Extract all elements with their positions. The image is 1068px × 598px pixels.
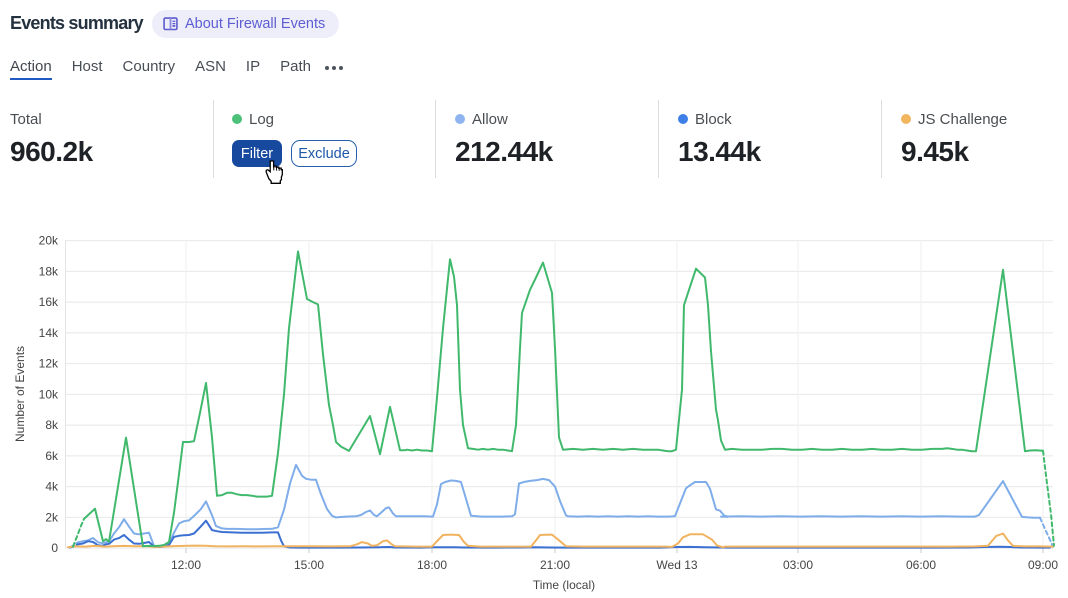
- svg-text:12k: 12k: [39, 357, 59, 371]
- svg-text:14k: 14k: [39, 326, 59, 340]
- svg-text:Wed 13: Wed 13: [656, 558, 697, 572]
- svg-text:16k: 16k: [39, 295, 59, 309]
- svg-text:03:00: 03:00: [783, 558, 813, 572]
- svg-text:10k: 10k: [39, 387, 59, 401]
- svg-text:06:00: 06:00: [906, 558, 936, 572]
- svg-text:Number of Events: Number of Events: [13, 346, 27, 442]
- svg-text:6k: 6k: [45, 449, 59, 463]
- svg-text:8k: 8k: [45, 418, 59, 432]
- svg-text:0: 0: [51, 541, 58, 555]
- svg-text:09:00: 09:00: [1028, 558, 1058, 572]
- svg-text:21:00: 21:00: [540, 558, 570, 572]
- svg-text:15:00: 15:00: [294, 558, 324, 572]
- svg-text:18k: 18k: [39, 264, 59, 278]
- svg-text:12:00: 12:00: [171, 558, 201, 572]
- svg-text:2k: 2k: [45, 510, 59, 524]
- svg-text:18:00: 18:00: [417, 558, 447, 572]
- svg-text:4k: 4k: [45, 480, 59, 494]
- svg-text:Time (local): Time (local): [533, 578, 595, 592]
- svg-text:20k: 20k: [39, 234, 59, 248]
